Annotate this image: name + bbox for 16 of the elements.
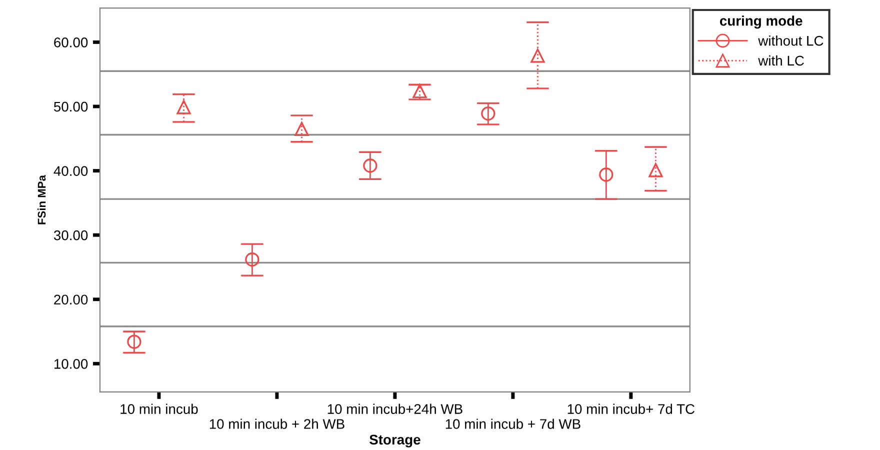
x-tick-label: 10 min incub + 7d WB [446,418,580,429]
y-tick-label: 20.00 [54,294,88,305]
legend-label: with LC [758,55,804,66]
legend-title: curing mode [720,16,802,29]
x-tick-label: 10 min incub [120,404,198,414]
legend-label: without LC [758,36,824,46]
x-tick-label: 10 min incub + 2h WB [210,418,344,429]
x-tick-label: 10 min incub+ 7d TC [568,404,695,414]
y-tick-label: 50.00 [54,102,88,112]
y-tick-label: 40.00 [54,166,88,176]
y-axis-title: FSin MPa [37,174,46,224]
x-axis-title: Storage [369,434,420,448]
y-tick-label: 30.00 [54,230,88,240]
y-tick-label: 10.00 [54,358,88,369]
y-tick-label: 60.00 [54,38,88,48]
x-tick-label: 10 min incub+24h WB [328,404,462,414]
